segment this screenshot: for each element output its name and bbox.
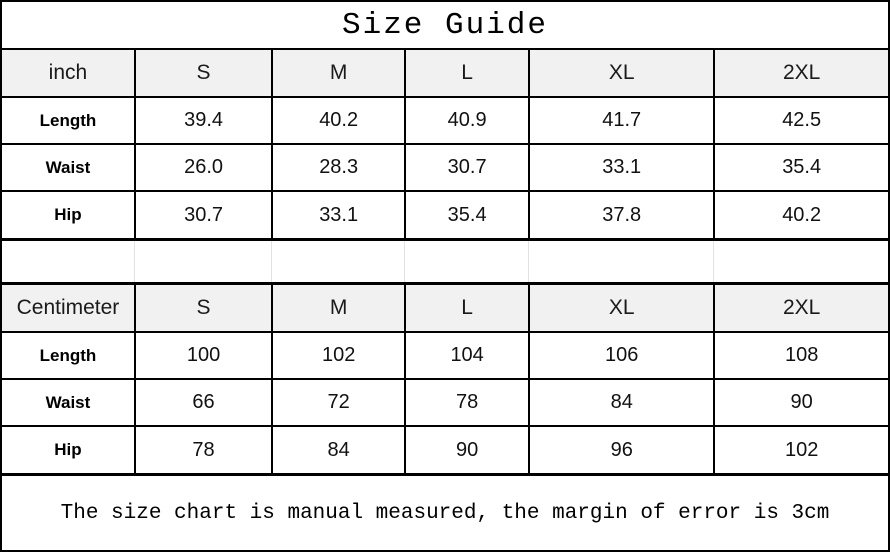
- spacer-cell: [135, 241, 273, 282]
- size-header-xl: XL: [528, 284, 716, 333]
- size-header-2xl: 2XL: [713, 284, 889, 333]
- row-label: Hip: [1, 425, 136, 474]
- unit-header-centimeter: Centimeter: [1, 284, 136, 333]
- size-cell: 106: [528, 331, 716, 380]
- spacer-cell: [2, 241, 135, 282]
- size-header-m: M: [271, 49, 407, 98]
- size-cell: 102: [271, 331, 407, 380]
- table-row-waist-inch: Waist 26.0 28.3 30.7 33.1 35.4: [1, 143, 889, 192]
- size-cell: 104: [404, 331, 531, 380]
- size-cell: 35.4: [404, 190, 531, 239]
- size-cell: 108: [713, 331, 889, 380]
- size-cell: 84: [271, 425, 407, 474]
- row-label: Waist: [1, 378, 136, 427]
- size-cell: 37.8: [528, 190, 716, 239]
- spacer-cell: [714, 241, 888, 282]
- centimeter-size-table: Centimeter S M L XL 2XL Length 100 102 1…: [1, 284, 889, 474]
- size-cell: 28.3: [271, 143, 407, 192]
- size-cell: 102: [713, 425, 889, 474]
- measurement-disclaimer: The size chart is manual measured, the m…: [60, 501, 830, 525]
- size-cell: 42.5: [713, 96, 889, 145]
- size-cell: 40.2: [713, 190, 889, 239]
- spacer-cell: [529, 241, 715, 282]
- spacer-row: [2, 238, 888, 285]
- table-row-hip-inch: Hip 30.7 33.1 35.4 37.8 40.2: [1, 190, 889, 239]
- size-cell: 66: [133, 378, 274, 427]
- size-header-2xl: 2XL: [713, 49, 889, 98]
- size-header-s: S: [133, 49, 274, 98]
- cm-header-row: Centimeter S M L XL 2XL: [1, 284, 889, 333]
- row-label: Length: [1, 331, 136, 380]
- table-row-length-cm: Length 100 102 104 106 108: [1, 331, 889, 380]
- inch-size-table: inch S M L XL 2XL Length 39.4 40.2 40.9 …: [1, 49, 889, 239]
- size-cell: 30.7: [404, 143, 531, 192]
- unit-header-inch: inch: [1, 49, 136, 98]
- spacer-cell: [405, 241, 530, 282]
- size-header-xl: XL: [528, 49, 716, 98]
- table-row-waist-cm: Waist 66 72 78 84 90: [1, 378, 889, 427]
- size-cell: 96: [528, 425, 716, 474]
- size-cell: 30.7: [133, 190, 274, 239]
- size-cell: 90: [713, 378, 889, 427]
- size-cell: 84: [528, 378, 716, 427]
- size-header-s: S: [133, 284, 274, 333]
- size-cell: 40.2: [271, 96, 407, 145]
- row-label: Length: [1, 96, 136, 145]
- inch-header-row: inch S M L XL 2XL: [1, 49, 889, 98]
- size-cell: 35.4: [713, 143, 889, 192]
- size-cell: 72: [271, 378, 407, 427]
- size-header-l: L: [404, 284, 531, 333]
- size-cell: 90: [404, 425, 531, 474]
- size-cell: 40.9: [404, 96, 531, 145]
- row-label: Hip: [1, 190, 136, 239]
- size-header-m: M: [271, 284, 407, 333]
- size-cell: 100: [133, 331, 274, 380]
- size-cell: 26.0: [133, 143, 274, 192]
- table-row-length-inch: Length 39.4 40.2 40.9 41.7 42.5: [1, 96, 889, 145]
- size-cell: 33.1: [528, 143, 716, 192]
- size-cell: 78: [133, 425, 274, 474]
- size-cell: 39.4: [133, 96, 274, 145]
- page-title: Size Guide: [341, 7, 549, 43]
- spacer-cell: [272, 241, 406, 282]
- row-label: Waist: [1, 143, 136, 192]
- size-cell: 78: [404, 378, 531, 427]
- size-cell: 33.1: [271, 190, 407, 239]
- size-cell: 41.7: [528, 96, 716, 145]
- title-bar: Size Guide: [2, 2, 888, 50]
- size-header-l: L: [404, 49, 531, 98]
- footer-bar: The size chart is manual measured, the m…: [2, 473, 888, 550]
- table-row-hip-cm: Hip 78 84 90 96 102: [1, 425, 889, 474]
